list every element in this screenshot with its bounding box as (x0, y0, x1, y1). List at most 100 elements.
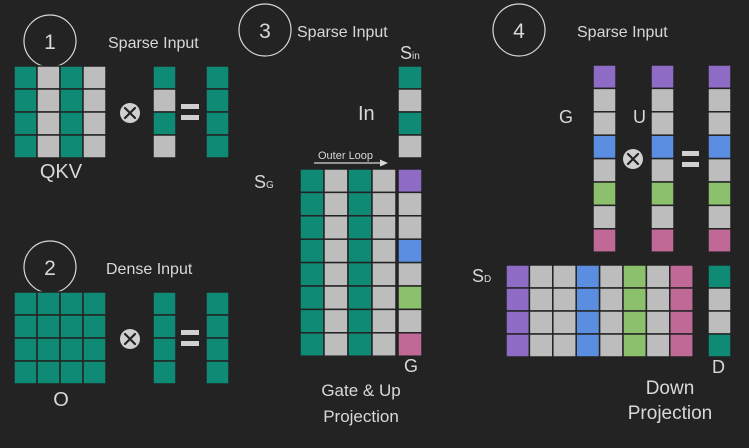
vector-cell (707, 181, 732, 207)
vector-cell (205, 134, 230, 159)
matrix-cell (528, 310, 554, 335)
matrix-cell (299, 238, 325, 264)
dense-input-vector (152, 291, 177, 385)
vector-cell (650, 181, 675, 207)
matrix-cell (299, 191, 325, 217)
matrix-cell (59, 314, 84, 339)
vector-cell (152, 88, 177, 113)
s-d-label: SD (472, 266, 491, 286)
vector-cell (205, 65, 230, 90)
matrix-label: O (53, 389, 69, 411)
vector-cell (205, 314, 230, 339)
output-label: D (712, 357, 725, 377)
vector-cell (707, 287, 732, 312)
vector-cell (707, 157, 732, 183)
sparse-input-vector (152, 65, 177, 159)
caption-line-1: Down (646, 378, 695, 399)
vector-cell (592, 157, 617, 183)
caption-line-2: Projection (323, 407, 399, 426)
matrix-cell (505, 333, 531, 358)
matrix-cell (13, 88, 38, 113)
matrix-cell (575, 287, 601, 312)
matrix-cell (347, 168, 373, 194)
matrix-cell (59, 88, 84, 113)
matrix-cell (645, 264, 671, 289)
vector-cell (707, 134, 732, 160)
matrix-cell (371, 285, 397, 311)
s-in-label: Sin (400, 43, 420, 63)
vector-cell (592, 87, 617, 113)
panel-2: 2 Dense Input O (13, 240, 230, 411)
vector-cell (397, 215, 423, 240)
panel-1: 1 Sparse Input QKV (13, 14, 230, 183)
vector-cell (397, 285, 423, 311)
vector-cell (650, 157, 675, 183)
matrix-cell (59, 337, 84, 362)
matrix-cell (528, 333, 554, 358)
panel-title: Sparse Input (297, 24, 388, 41)
matrix-cell (645, 310, 671, 335)
matrix-cell (371, 168, 397, 194)
vector-cell (650, 228, 675, 253)
input-label: In (358, 103, 375, 125)
vector-cell (152, 65, 177, 90)
output-vector (205, 291, 230, 385)
vector-cell (205, 88, 230, 113)
matrix-cell (552, 310, 577, 335)
matrix-cell (299, 168, 325, 194)
matrix-cell (36, 134, 61, 159)
matrix-cell (622, 333, 648, 358)
matrix-cell (528, 287, 554, 312)
matrix-cell (82, 134, 107, 159)
matrix-cell (528, 264, 554, 289)
vector-cell (397, 168, 423, 194)
matrix-cell (622, 264, 648, 289)
matrix-cell (13, 111, 38, 136)
vector-cell (707, 333, 732, 358)
vector-cell (152, 360, 177, 385)
matrix-cell (371, 261, 397, 287)
matrix-cell (82, 65, 107, 90)
vector-cell (397, 238, 423, 264)
panel-title: Sparse Input (577, 24, 668, 41)
vector-cell (707, 64, 732, 90)
matrix-cell (299, 332, 325, 357)
vector-cell (205, 337, 230, 362)
step-number-circle (492, 3, 546, 57)
vector-cell (397, 332, 423, 357)
circled-times-icon (623, 149, 643, 169)
matrix-cell (552, 264, 577, 289)
vector-cell (397, 111, 423, 136)
up-vector (650, 64, 675, 253)
sparse-input-vector (397, 65, 423, 159)
matrix-cell (299, 308, 325, 334)
matrix-cell (347, 308, 373, 334)
matrix-cell (505, 287, 531, 312)
matrix-cell (347, 191, 373, 217)
vector-cell (650, 204, 675, 230)
vector-cell (397, 308, 423, 334)
vector-cell (152, 291, 177, 316)
matrix-cell (323, 168, 349, 194)
equals-icon (181, 104, 199, 120)
matrix-label: QKV (40, 161, 83, 183)
vector-cell (592, 204, 617, 230)
matrix-cell (575, 333, 601, 358)
vector-cell (592, 134, 617, 160)
output-vector (205, 65, 230, 159)
matrix-cell (59, 291, 84, 316)
caption-line-1: Gate & Up (321, 381, 400, 400)
down-output-vector (707, 264, 732, 358)
matrix-cell (59, 360, 84, 385)
vector-cell (707, 228, 732, 253)
matrix-cell (36, 88, 61, 113)
vector-cell (397, 261, 423, 287)
panel-4: 4 Sparse Input G U SD D Down Projection (472, 3, 732, 424)
vector-cell (650, 134, 675, 160)
matrix-cell (82, 88, 107, 113)
matrix-cell (59, 65, 84, 90)
matrix-cell (622, 310, 648, 335)
matrix-cell (36, 291, 61, 316)
vector-cell (205, 291, 230, 316)
